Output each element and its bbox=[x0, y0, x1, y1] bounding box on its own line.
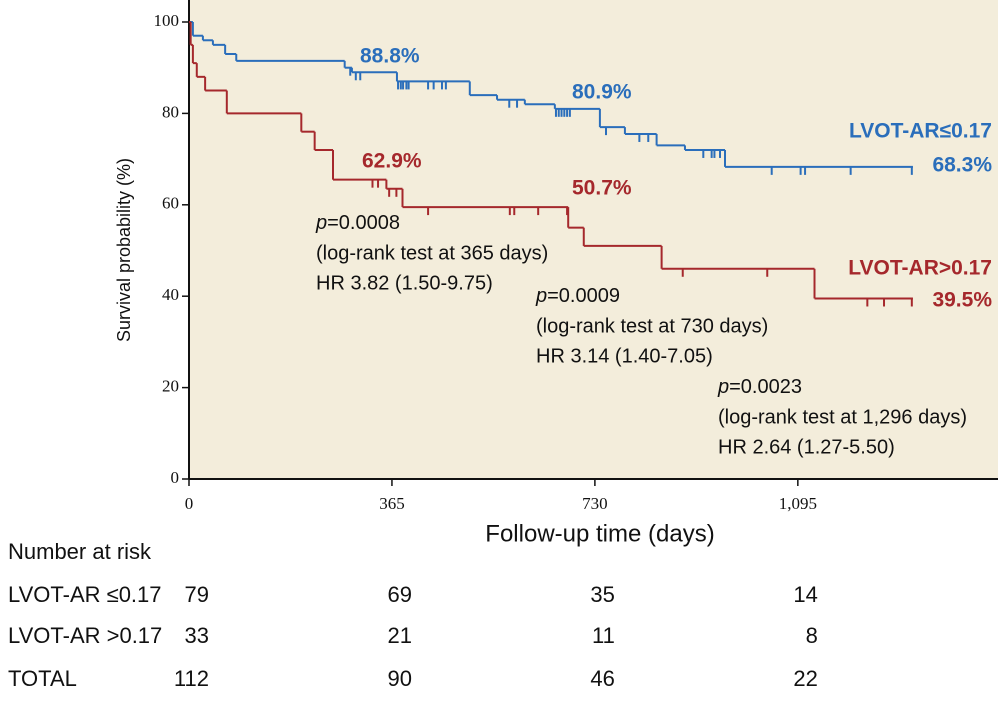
y-tick-label: 60 bbox=[162, 194, 179, 213]
at-risk-row-label: LVOT-AR >0.17 bbox=[8, 623, 162, 648]
legend-label: LVOT-AR≤0.17 bbox=[849, 120, 992, 143]
y-tick-label: 20 bbox=[162, 377, 179, 396]
landmark-label: 88.8% bbox=[360, 45, 420, 68]
y-axis-title: Survival probability (%) bbox=[114, 158, 134, 342]
landmark-label: 50.7% bbox=[572, 177, 632, 200]
y-tick-label: 100 bbox=[154, 11, 180, 30]
at-risk-count: 46 bbox=[590, 666, 614, 691]
test-note: (log-rank test at 1,296 days) bbox=[718, 406, 967, 428]
p-value-text: =0.0008 bbox=[327, 212, 400, 234]
hazard-ratio: HR 3.82 (1.50-9.75) bbox=[316, 272, 493, 294]
hazard-ratio: HR 2.64 (1.27-5.50) bbox=[718, 436, 895, 458]
y-tick-label: 40 bbox=[162, 285, 179, 304]
at-risk-count: 79 bbox=[185, 582, 209, 607]
plot-background bbox=[189, 0, 998, 479]
at-risk-row-label: TOTAL bbox=[8, 666, 77, 691]
y-tick-label: 80 bbox=[162, 102, 179, 121]
p-value-text: =0.0009 bbox=[547, 285, 620, 307]
p-value: p=0.0023 bbox=[717, 376, 802, 398]
landmark-label: 62.9% bbox=[362, 150, 422, 173]
p-value-text: =0.0023 bbox=[729, 376, 802, 398]
x-tick-label: 730 bbox=[582, 494, 608, 513]
legend-label: LVOT-AR>0.17 bbox=[848, 257, 992, 280]
landmark-label: 80.9% bbox=[572, 81, 632, 104]
at-risk-title: Number at risk bbox=[8, 539, 152, 564]
at-risk-count: 14 bbox=[793, 582, 817, 607]
x-tick-label: 1,095 bbox=[779, 494, 817, 513]
at-risk-count: 8 bbox=[806, 623, 818, 648]
p-value: p=0.0009 bbox=[535, 285, 620, 307]
at-risk-count: 21 bbox=[387, 623, 411, 648]
p-symbol: p bbox=[535, 285, 547, 307]
x-tick-label: 0 bbox=[185, 494, 194, 513]
p-symbol: p bbox=[717, 376, 729, 398]
at-risk-count: 69 bbox=[387, 582, 411, 607]
at-risk-count: 11 bbox=[592, 623, 615, 648]
test-note: (log-rank test at 365 days) bbox=[316, 242, 548, 264]
hazard-ratio: HR 3.14 (1.40-7.05) bbox=[536, 345, 713, 367]
x-tick-label: 365 bbox=[379, 494, 405, 513]
at-risk-count: 35 bbox=[590, 582, 614, 607]
at-risk-count: 90 bbox=[387, 666, 411, 691]
test-note: (log-rank test at 730 days) bbox=[536, 315, 768, 337]
landmark-label: 39.5% bbox=[932, 289, 992, 312]
p-symbol: p bbox=[315, 212, 327, 234]
at-risk-count: 33 bbox=[185, 623, 209, 648]
x-axis-title: Follow-up time (days) bbox=[485, 520, 714, 547]
landmark-label: 68.3% bbox=[932, 154, 992, 177]
at-risk-count: 22 bbox=[793, 666, 817, 691]
at-risk-row-label: LVOT-AR ≤0.17 bbox=[8, 582, 162, 607]
p-value: p=0.0008 bbox=[315, 212, 400, 234]
at-risk-count: 112 bbox=[174, 666, 209, 691]
y-tick-label: 0 bbox=[171, 468, 180, 487]
